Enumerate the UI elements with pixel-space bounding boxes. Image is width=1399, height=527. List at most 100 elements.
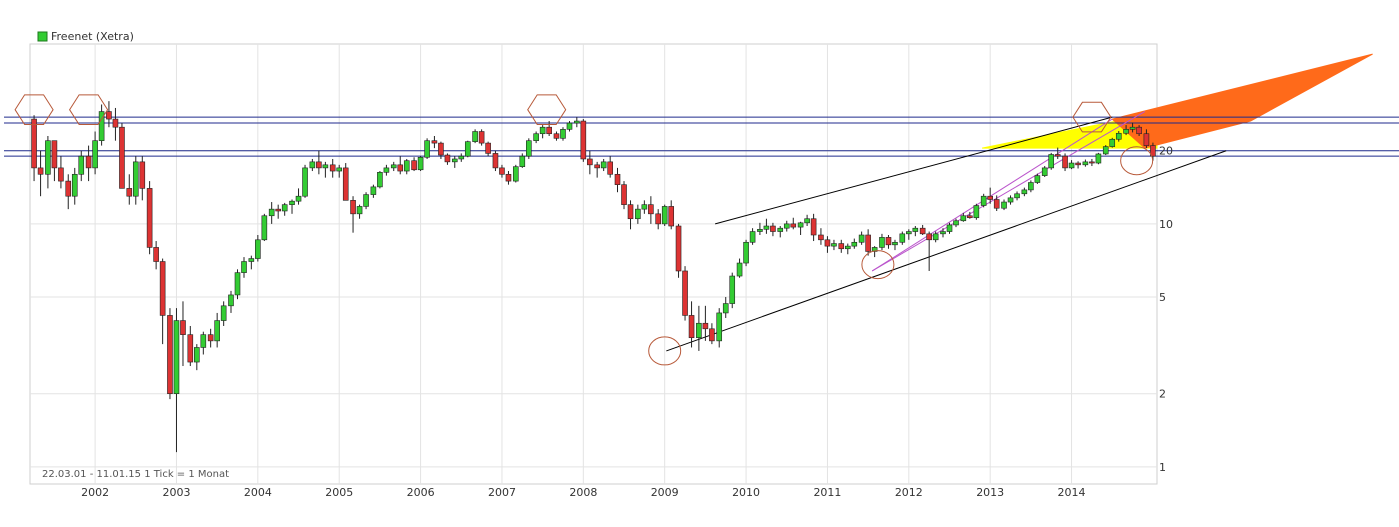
x-axis-labels: 2002 2003 2004 2005 2006 2007 2008 2009 2010 2011…: [81, 486, 1085, 499]
candle: [106, 101, 112, 128]
candle-body: [1143, 133, 1150, 146]
candle-body: [844, 245, 851, 250]
candle-body: [1129, 126, 1136, 130]
candle: [912, 226, 919, 237]
candle-body: [505, 173, 512, 182]
candle: [92, 131, 98, 175]
candle-body: [146, 188, 153, 248]
candle-body: [248, 258, 255, 262]
candle-body: [682, 270, 688, 316]
candle-body: [736, 262, 743, 277]
candle-body: [614, 173, 621, 185]
candle-body: [858, 234, 865, 243]
candle: [1048, 152, 1055, 170]
candle: [993, 195, 1000, 211]
candle-body: [871, 247, 878, 252]
y-tick-label: 10: [1159, 218, 1173, 231]
candle: [1062, 153, 1068, 172]
candle-body: [255, 239, 261, 259]
candle-body: [879, 237, 885, 248]
candle-body: [207, 334, 214, 342]
candle-body: [1062, 155, 1068, 169]
candle-body: [926, 233, 932, 241]
candle-body: [194, 347, 200, 363]
candle: [560, 127, 566, 141]
candle-body: [31, 118, 37, 169]
markers: [14, 94, 1154, 366]
candle: [600, 158, 607, 172]
candle-body: [892, 241, 898, 246]
candle: [458, 153, 465, 162]
candle-body: [770, 225, 776, 232]
candle: [987, 187, 993, 204]
candle-body: [309, 161, 316, 169]
candle: [356, 204, 363, 219]
candle: [757, 222, 763, 236]
candle: [818, 228, 824, 245]
candle-body: [180, 320, 186, 335]
candle-body: [885, 237, 892, 246]
candle-body: [1014, 193, 1020, 199]
candle: [485, 141, 491, 157]
candle: [607, 156, 613, 178]
candle: [1014, 191, 1020, 201]
candle: [1082, 159, 1089, 167]
candle: [804, 214, 810, 227]
candle: [682, 266, 688, 321]
candle-body: [377, 172, 383, 188]
candle: [1041, 166, 1048, 177]
candle: [899, 231, 906, 245]
channel-polygon: [1111, 53, 1373, 149]
candle: [173, 308, 180, 453]
candle-body: [635, 208, 641, 220]
candle-body: [696, 322, 702, 339]
y-tick-label: 5: [1159, 291, 1166, 304]
candle-body: [51, 140, 58, 169]
candle: [363, 192, 369, 210]
candle-body: [132, 161, 139, 197]
candle: [112, 107, 119, 141]
horizontal-levels: [4, 116, 1399, 157]
candle-body: [1007, 197, 1014, 203]
candle: [71, 167, 78, 205]
candle: [390, 161, 397, 172]
candle-body: [641, 204, 648, 210]
candle: [342, 163, 349, 201]
candle: [892, 239, 898, 251]
candle: [417, 156, 424, 172]
candle-body: [438, 142, 444, 156]
candle: [696, 305, 702, 351]
x-tick-label: 2014: [1058, 486, 1086, 499]
candle-body: [228, 294, 234, 307]
candle-body: [417, 156, 424, 171]
candle: [641, 200, 648, 214]
candle: [316, 150, 322, 175]
candle: [220, 301, 227, 326]
candle-body: [831, 243, 837, 247]
candle: [1075, 161, 1081, 169]
candle: [214, 312, 220, 348]
footer-range-text: 22.03.01 - 11.01.15 1 Tick = 1 Monat: [42, 469, 229, 480]
candle-body: [655, 213, 661, 225]
candle: [58, 156, 64, 189]
candle: [749, 228, 756, 245]
candle-body: [119, 126, 125, 189]
trendline: [666, 150, 1227, 352]
candle: [377, 171, 383, 189]
candle: [885, 235, 892, 249]
candle: [383, 164, 390, 176]
candle: [648, 196, 654, 224]
turning-point-circle: [1120, 146, 1154, 176]
candle: [411, 157, 417, 172]
candle: [702, 305, 709, 341]
candle: [45, 135, 51, 189]
candle-body: [370, 186, 377, 195]
candle: [736, 258, 743, 278]
candle-body: [574, 120, 580, 124]
candle: [763, 218, 770, 234]
candle: [1089, 158, 1095, 167]
candle-body: [824, 239, 831, 247]
top-hexagon: [1072, 101, 1112, 133]
candle: [668, 200, 675, 230]
candle-body: [1082, 161, 1089, 166]
